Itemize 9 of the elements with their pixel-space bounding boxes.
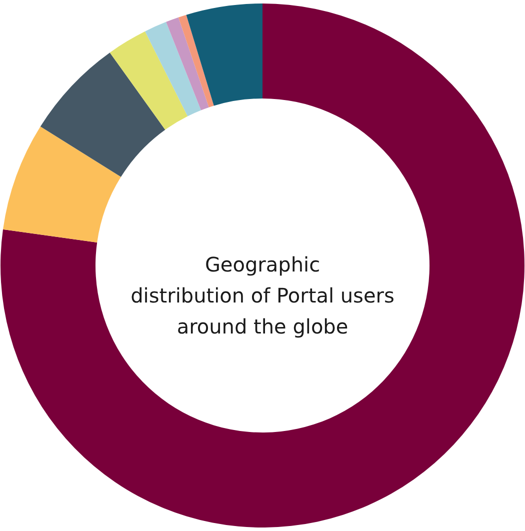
donut-slice (110, 31, 188, 130)
donut-slice (178, 14, 214, 108)
donut-slice (145, 22, 202, 116)
donut-slice (3, 126, 121, 242)
text: Geographic distribution of Portal users around the globe (130, 252, 394, 338)
donut-slice (0, 4, 524, 528)
donut-slice (40, 52, 166, 177)
donut-slice (186, 4, 262, 106)
donut-slice (166, 17, 209, 110)
